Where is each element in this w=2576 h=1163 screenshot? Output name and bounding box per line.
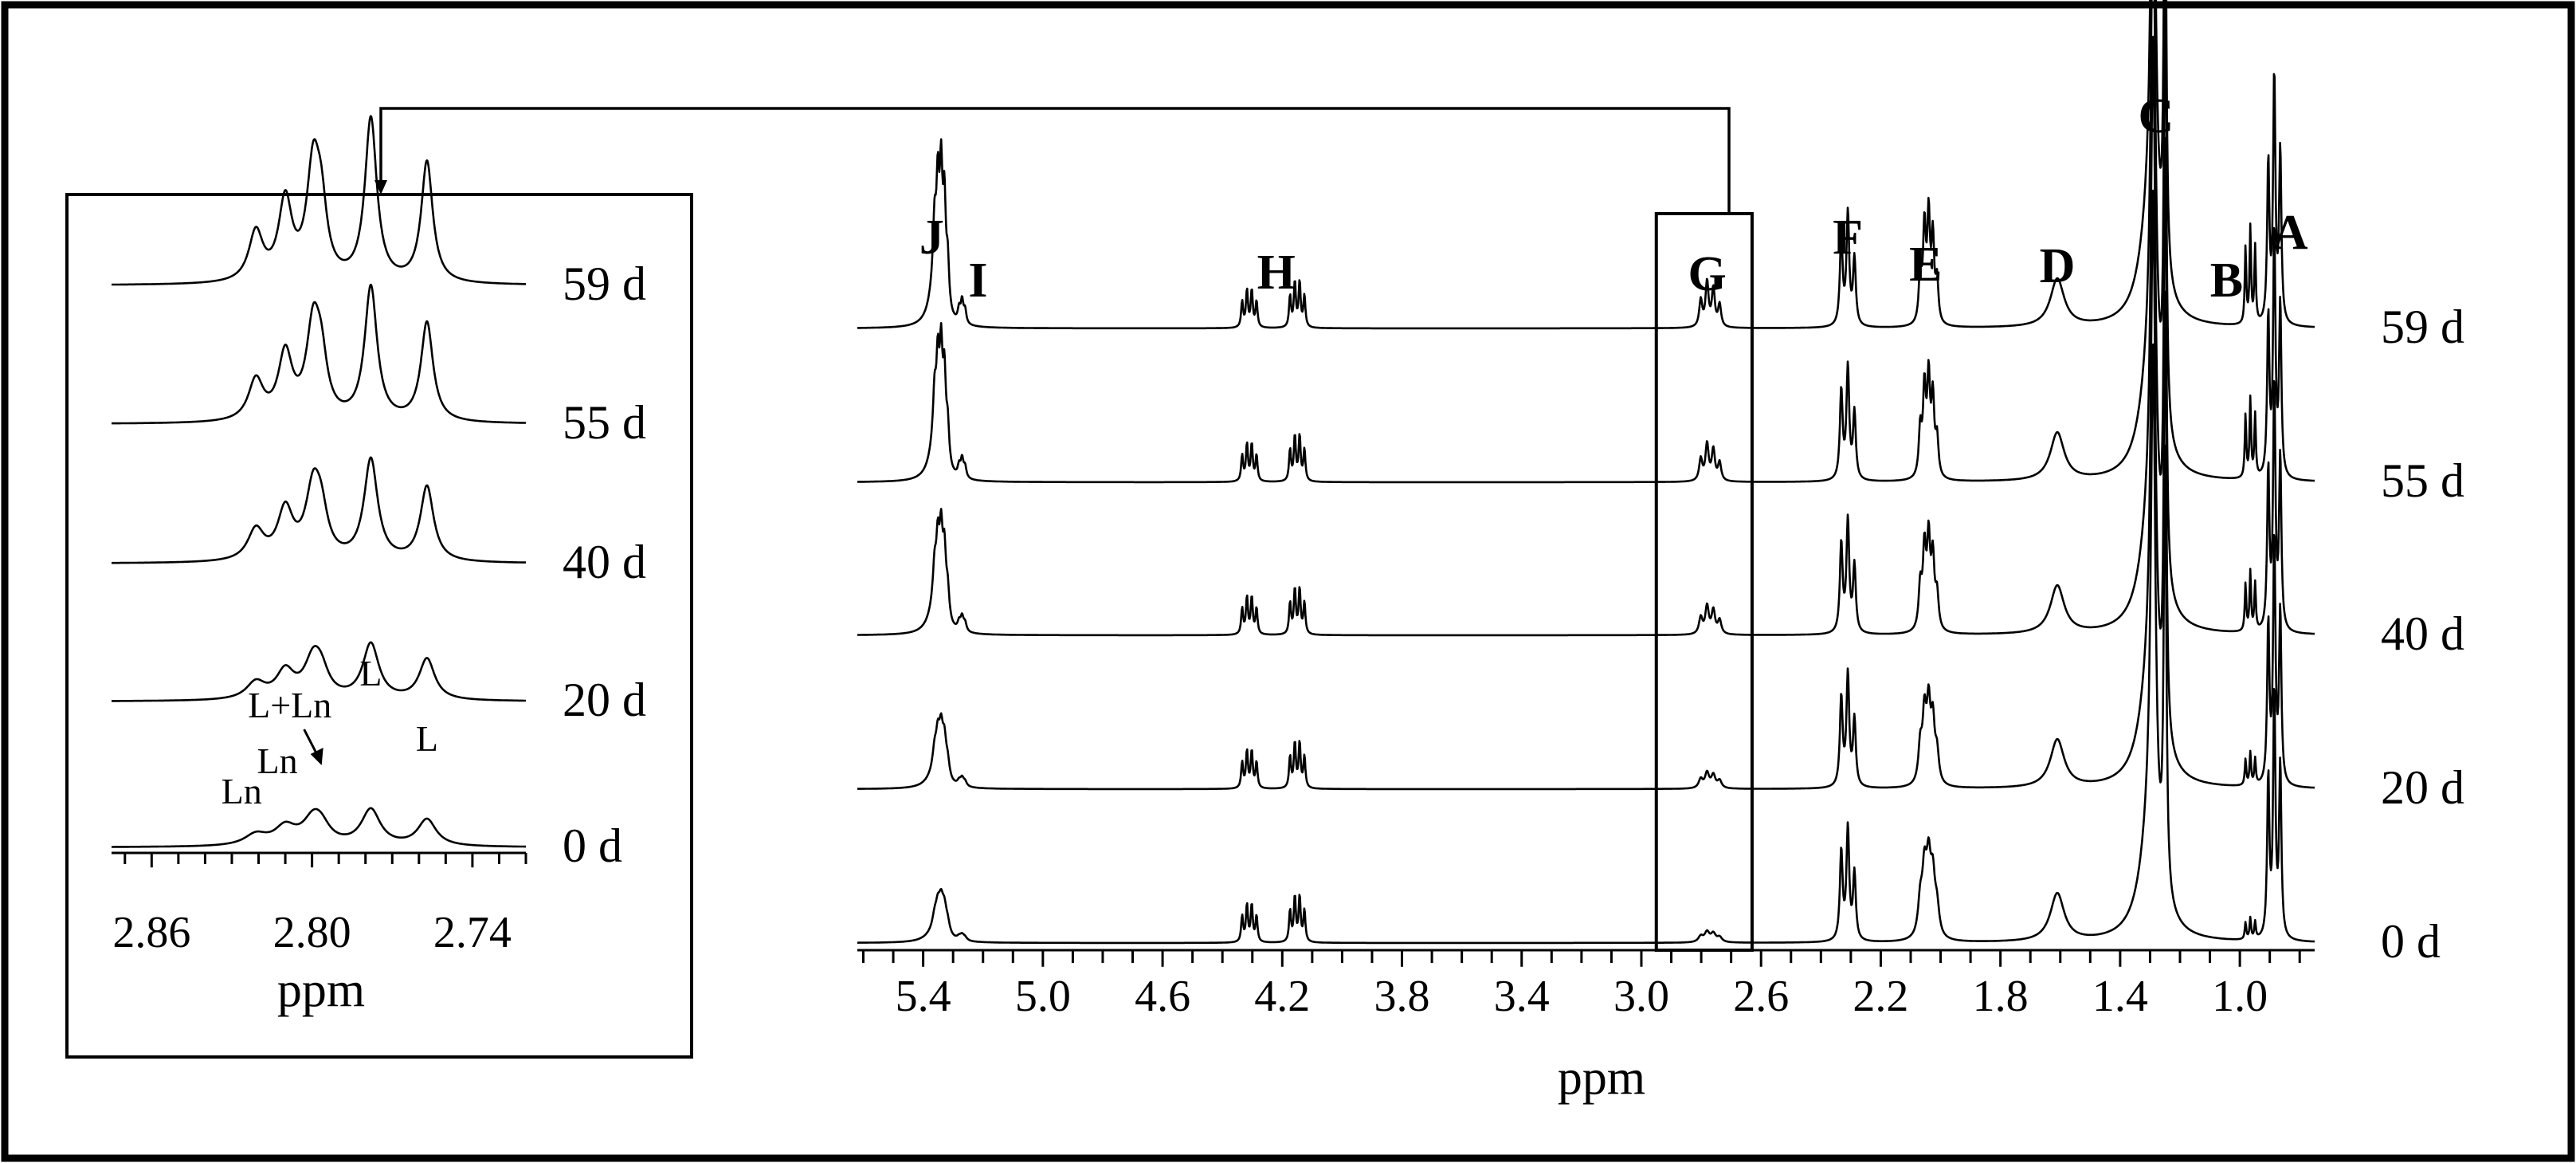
main-peak-label-a: A: [2272, 206, 2308, 260]
main-x-tick-label: 2.6: [1733, 972, 1789, 1021]
main-series-line-55-d: [857, 0, 2315, 484]
main-peak-label-e: E: [1909, 238, 1942, 292]
inset-series-labels: 59 d 55 d 40 d 20 d 0 d: [563, 257, 646, 872]
inset-frame: [65, 193, 693, 1059]
main-peak-label-j: J: [919, 210, 944, 265]
inset-series-label-0-d: 0 d: [563, 819, 622, 872]
inset-x-tick-label: 2.80: [273, 908, 351, 957]
main-series-labels: 59 d 55 d 40 d 20 d 0 d: [2381, 301, 2464, 968]
inset-x-tick-label: 2.86: [112, 908, 190, 957]
inset-series-line-0-d: [111, 807, 527, 848]
inset-x-axis-title: ppm: [277, 963, 365, 1017]
main-peak-label-c: C: [2139, 89, 2174, 143]
main-series-label-40-d: 40 d: [2381, 607, 2464, 660]
inset-series-label-40-d: 40 d: [563, 536, 646, 588]
inset-peak-label-ln: Ln: [222, 771, 262, 811]
main-x-tick-label: 5.4: [896, 972, 951, 1021]
main-x-tick-label: 3.8: [1374, 972, 1430, 1021]
inset-series-line-55-d: [111, 283, 527, 425]
inset-series-label-55-d: 55 d: [563, 396, 646, 449]
main-series-label-0-d: 0 d: [2381, 915, 2441, 968]
main-peak-label-i: I: [968, 253, 987, 308]
main-series-label-20-d: 20 d: [2381, 761, 2464, 814]
main-series-line-40-d: [857, 35, 2315, 637]
inset-peak-label-l-ln: L+Ln: [248, 685, 331, 725]
main-x-tick-label: 1.4: [2092, 972, 2148, 1021]
main-series-line-0-d: [857, 343, 2315, 945]
main-series-label-59-d: 59 d: [2381, 301, 2464, 353]
main-peak-label-g: G: [1688, 247, 1726, 301]
inset-spectra: [111, 115, 527, 848]
main-x-tick-label: 3.0: [1613, 972, 1669, 1021]
main-x-tick-label: 4.2: [1254, 972, 1310, 1021]
main-spectra: [857, 0, 2315, 945]
main-series-line-59-d: [857, 0, 2315, 330]
main-series-label-55-d: 55 d: [2381, 454, 2464, 507]
main-peak-label-f: F: [1833, 210, 1863, 265]
inset-series-line-20-d: [111, 641, 527, 702]
inset-x-tick-label: 2.74: [433, 908, 512, 957]
inset-x-axis: 2.86 2.80 2.74: [112, 851, 527, 957]
main-series-line-20-d: [857, 189, 2315, 791]
main-peak-label-b: B: [2210, 253, 2243, 308]
inset-peak-arrowhead: [310, 748, 323, 765]
main-x-tick-label: 1.0: [2212, 972, 2268, 1021]
main-peak-label-d: D: [2040, 239, 2076, 293]
main-x-tick-label: 4.6: [1135, 972, 1190, 1021]
highlight-box: [1654, 212, 1754, 952]
main-peak-label-h: H: [1257, 246, 1296, 300]
inset-series-label-20-d: 20 d: [563, 674, 646, 726]
main-x-tick-label: 3.4: [1494, 972, 1550, 1021]
inset-series-line-40-d: [111, 456, 527, 564]
inset-peak-label-ln: Ln: [257, 741, 298, 781]
main-x-axis: 5.4 5.0 4.6 4.2 3.8 3.4 3.0 2.6 2.2 1.8 1.4 1.0: [857, 949, 2315, 1021]
main-x-tick-label: 5.0: [1015, 972, 1071, 1021]
inset-series-label-59-d: 59 d: [563, 257, 646, 310]
connector-arrow: [379, 107, 1731, 214]
main-x-tick-label: 1.8: [1973, 972, 2029, 1021]
main-x-tick-label: 2.2: [1853, 972, 1908, 1021]
inset-peak-label-l: L: [359, 653, 382, 693]
inset-series-line-59-d: [111, 115, 527, 286]
inset-peak-label-l: L: [416, 718, 438, 759]
main-panel: 59 d 55 d 40 d 20 d 0 d 5.4 5.0 4.6 4.2 3.8 3.4 3.…: [857, 0, 2464, 1105]
main-peak-labels: JI H G F E D C BA: [919, 89, 2308, 308]
main-x-axis-title: ppm: [1558, 1051, 1645, 1105]
